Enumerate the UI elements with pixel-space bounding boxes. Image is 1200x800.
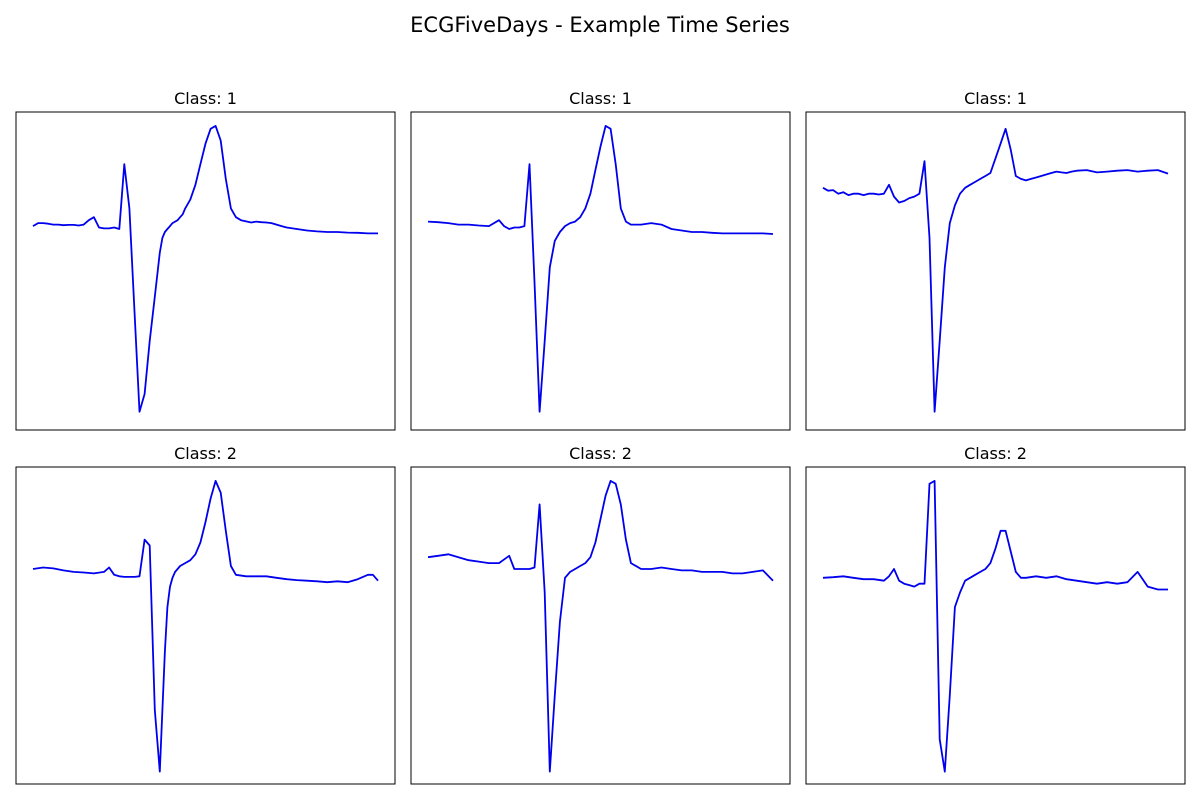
axes-frame (15, 466, 396, 785)
figure-title: ECGFiveDays - Example Time Series (410, 13, 790, 37)
subplot-3: Class: 1 (805, 89, 1186, 431)
series-line (32, 125, 378, 413)
subplot-2: Class: 1 (410, 89, 791, 431)
subplot-1: Class: 1 (15, 89, 396, 431)
series-line (427, 125, 774, 413)
subplot-title: Class: 1 (569, 89, 632, 108)
axes-frame (805, 466, 1186, 785)
subplot-title: Class: 2 (964, 444, 1027, 463)
subplot-title: Class: 1 (174, 89, 237, 108)
series-line (822, 127, 1169, 413)
axes-frame (410, 466, 791, 785)
subplot-6: Class: 2 (805, 444, 1186, 785)
subplot-title: Class: 2 (569, 444, 632, 463)
subplot-title: Class: 1 (964, 89, 1027, 108)
subplot-4: Class: 2 (15, 444, 396, 785)
axes-frame (15, 111, 396, 431)
series-line (427, 479, 774, 773)
series-line (822, 479, 1168, 773)
subplot-title: Class: 2 (174, 444, 237, 463)
subplot-grid: Class: 1 Class: 1 Class: 1 Class: 2 Class: 2… (15, 89, 1186, 785)
axes-frame (805, 111, 1186, 431)
axes-frame (410, 111, 791, 431)
series-line (32, 479, 379, 773)
subplot-5: Class: 2 (410, 444, 791, 785)
